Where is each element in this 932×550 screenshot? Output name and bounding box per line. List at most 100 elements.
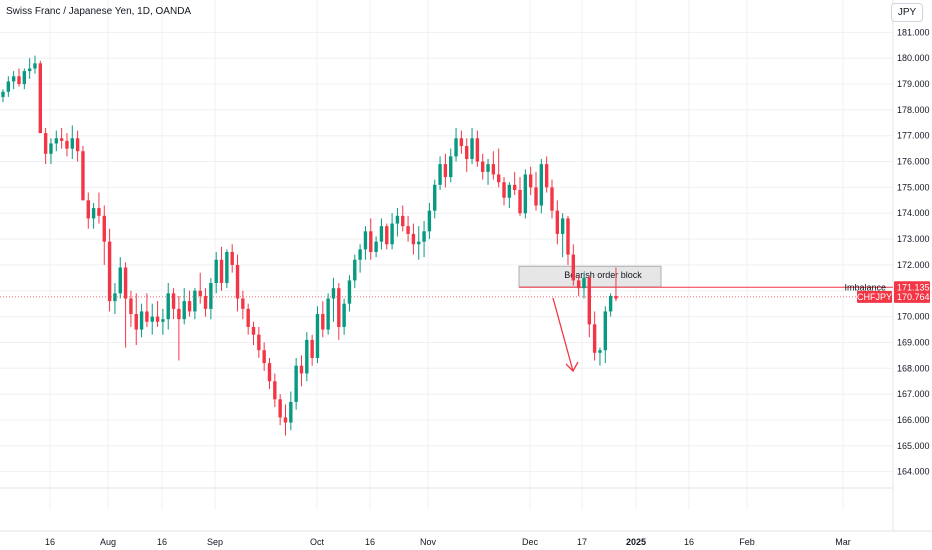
candle-body [470, 138, 474, 159]
candle-body [6, 81, 11, 92]
candle-body [582, 277, 586, 289]
x-tick-label: 16 [157, 537, 167, 547]
y-tick-label: 175.000 [897, 182, 930, 192]
candle-body [54, 138, 58, 144]
y-tick-label: 179.000 [897, 79, 930, 89]
candle-body [86, 200, 90, 219]
x-tick-label: Oct [310, 537, 325, 547]
candle-body [75, 138, 80, 152]
candle-body [385, 226, 389, 245]
candle-body [193, 290, 197, 312]
y-tick-label: 176.000 [897, 157, 930, 167]
candle-body [113, 293, 117, 302]
candle-body [337, 288, 341, 327]
x-tick-label: 16 [365, 537, 375, 547]
candle-body [27, 68, 32, 72]
candle-body [139, 311, 144, 330]
candle-body [230, 252, 234, 265]
candle-body [118, 267, 122, 294]
candle-body [161, 319, 165, 322]
x-tick-label: Aug [100, 537, 116, 547]
y-tick-label: 180.000 [897, 53, 930, 63]
symbol-title: Swiss Franc / Japanese Yen, 1D, OANDA [6, 6, 192, 17]
candle-body [225, 252, 229, 284]
currency-button[interactable]: JPY [891, 3, 923, 22]
candle-body [358, 249, 362, 260]
candle-body [379, 226, 384, 242]
candle-body [475, 138, 480, 162]
y-tick-label: 168.000 [897, 363, 930, 373]
candle-body [294, 365, 298, 402]
candle-body [198, 290, 202, 296]
symbol-tag-label: CHFJPY [857, 292, 892, 302]
candle-body [11, 76, 16, 82]
candle-body [576, 280, 581, 289]
order-block-label: Bearish order block [564, 270, 642, 280]
symbol-tag [857, 290, 892, 303]
y-tick-label: 166.000 [897, 415, 930, 425]
projection-arrow-head [565, 361, 579, 373]
candle-body [598, 350, 602, 353]
candle-body [97, 208, 101, 216]
candle-body [369, 231, 373, 252]
candle-body [571, 254, 576, 281]
candle-body [438, 164, 442, 185]
y-tick-label: 181.000 [897, 27, 930, 37]
candle-body [390, 223, 394, 245]
candle-body [17, 76, 21, 85]
y-tick-label: 167.000 [897, 389, 930, 399]
candle-body [512, 184, 517, 190]
candle-body [566, 218, 570, 255]
candle-body [123, 267, 128, 299]
candle-body [289, 401, 293, 423]
x-tick-label: Sep [207, 537, 223, 547]
candle-body [459, 138, 464, 147]
candle-body [43, 133, 48, 154]
y-tick-label: 173.000 [897, 234, 930, 244]
candle-body [235, 264, 240, 299]
candle-body [449, 156, 453, 178]
y-tick-label: 177.000 [897, 131, 930, 141]
candle-body [107, 241, 112, 302]
y-tick-label: 174.000 [897, 208, 930, 218]
last-price-value: 170.764 [897, 292, 930, 302]
candle-body [278, 399, 282, 418]
candle-body [267, 363, 272, 382]
candle-body [209, 283, 213, 309]
candle-body [363, 231, 368, 250]
candle-body [214, 259, 218, 284]
candle-body [433, 184, 437, 211]
candle-body [507, 184, 512, 198]
candle-body [555, 210, 560, 234]
imbalance-label: Imbalance [844, 282, 886, 292]
candle-body [283, 417, 288, 423]
candle-body [251, 326, 256, 335]
candle-body [70, 138, 74, 149]
candle-body [518, 189, 522, 214]
candle-body [401, 215, 405, 227]
candle-body [155, 316, 160, 322]
y-tick-label: 172.000 [897, 260, 930, 270]
y-tick-label: 170.000 [897, 312, 930, 322]
candle-body [417, 241, 421, 245]
x-tick-label: Nov [420, 537, 437, 547]
y-tick-label: 178.000 [897, 105, 930, 115]
candle-body [219, 259, 224, 284]
candle-body [544, 164, 549, 188]
x-tick-label: 16 [684, 537, 694, 547]
candle-body [182, 301, 186, 320]
candle-body [315, 314, 320, 358]
candle-body [171, 293, 176, 309]
candle-body [22, 71, 27, 85]
x-tick-label: 16 [45, 537, 55, 547]
candle-body [342, 303, 346, 327]
candle-body [422, 231, 426, 242]
candle-body [326, 298, 330, 330]
y-tick-label: 164.000 [897, 467, 930, 477]
last-price-tag [894, 290, 930, 303]
candle-body [102, 215, 106, 242]
candle-body [443, 164, 448, 178]
x-tick-label: Mar [835, 537, 851, 547]
candle-body [38, 63, 43, 134]
